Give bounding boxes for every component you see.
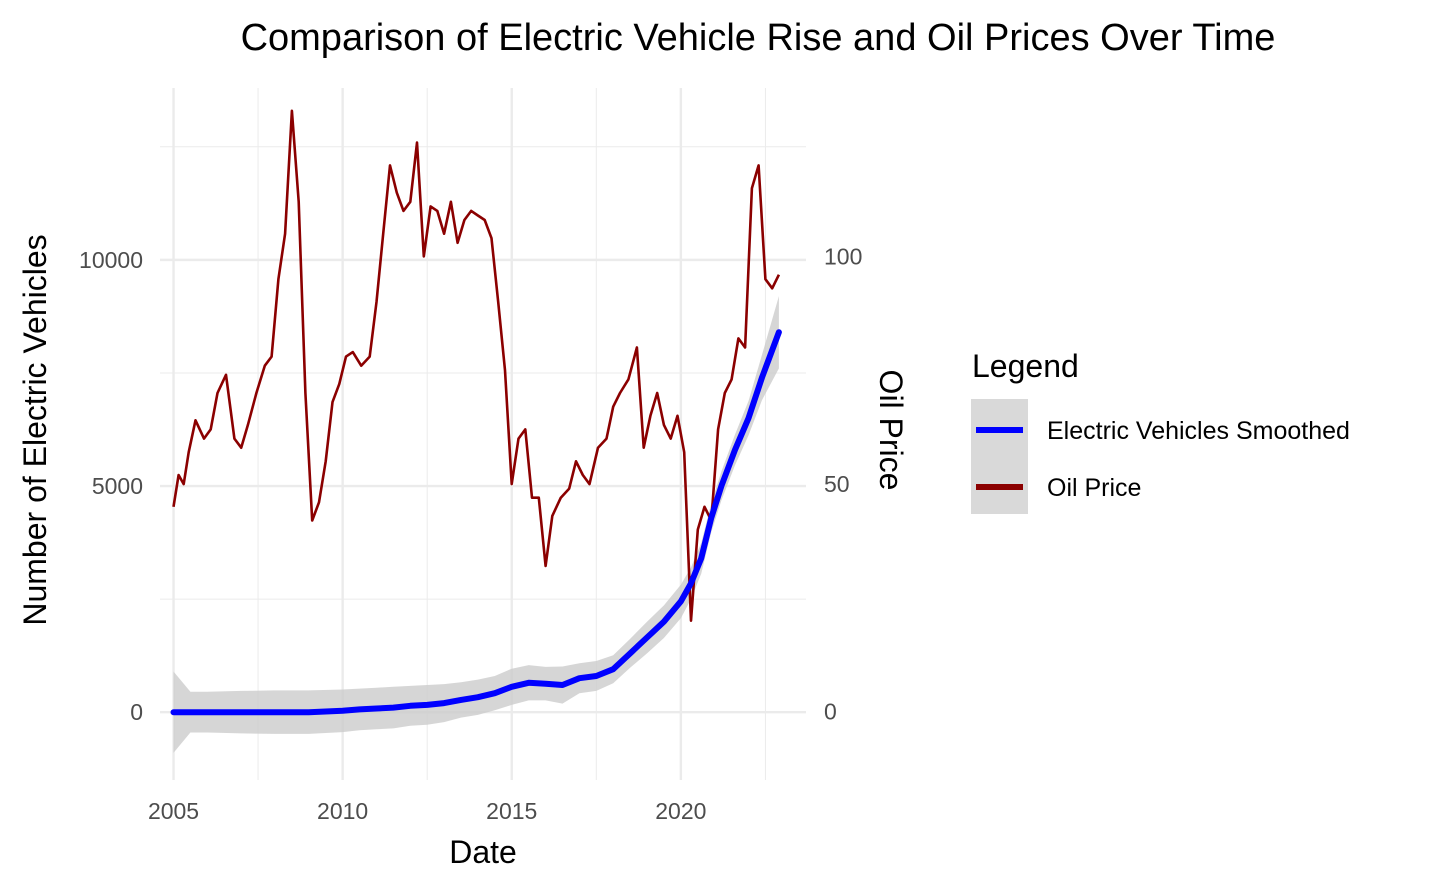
ev-smoothed-line (170, 329, 782, 716)
legend: Legend Electric Vehicles Smoothed Oil Pr… (971, 348, 1350, 514)
y-axis-title: Number of Electric Vehicles (17, 234, 53, 625)
x-tick-label: 2015 (486, 798, 537, 824)
ev-confidence-band (173, 296, 779, 753)
y-tick-label: 5000 (92, 473, 143, 499)
grid-lines (160, 88, 806, 780)
tick-labels: 2005 2010 2015 2020 0 5000 10000 0 50 100 (79, 243, 862, 824)
confidence-band-layer (173, 296, 779, 753)
y-tick-label: 10000 (79, 247, 143, 273)
y2-tick-label: 100 (824, 243, 862, 269)
x-tick-label: 2010 (317, 798, 368, 824)
oil-price-line (172, 109, 781, 623)
series-lines (170, 109, 782, 716)
legend-label-ev: Electric Vehicles Smoothed (1047, 417, 1350, 445)
y2-tick-label: 50 (824, 471, 850, 497)
x-tick-label: 2005 (148, 798, 199, 824)
y2-axis-title: Oil Price (873, 370, 909, 491)
y-tick-label: 0 (130, 699, 143, 725)
legend-label-oil: Oil Price (1047, 474, 1141, 502)
legend-key-background (971, 399, 1028, 514)
x-axis-title: Date (449, 834, 517, 870)
y2-tick-label: 0 (824, 699, 837, 725)
chart-title: Comparison of Electric Vehicle Rise and … (241, 17, 1276, 59)
x-tick-label: 2020 (655, 798, 706, 824)
legend-title: Legend (972, 348, 1079, 384)
